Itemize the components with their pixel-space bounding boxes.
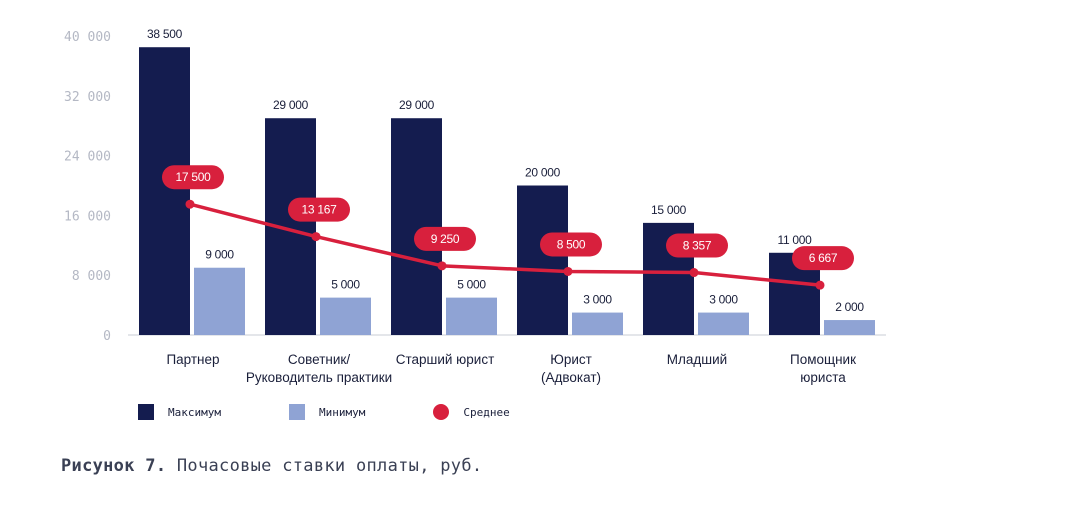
legend-label-max: Максимум — [168, 405, 221, 419]
value-label-max: 38 500 — [147, 27, 183, 41]
category-label-line: Руководитель практики — [246, 370, 392, 385]
value-label-max: 15 000 — [651, 203, 687, 217]
chart-legend: Максимум Минимум Среднее — [138, 404, 578, 420]
category-label: Юрист (Адвокат) — [541, 352, 601, 385]
category-label-line: Младший — [667, 352, 727, 367]
average-point — [311, 232, 321, 242]
legend-label-avg: Среднее — [463, 405, 510, 419]
average-label-pill — [162, 165, 224, 190]
category-label: Советник/Руководитель практики — [246, 352, 392, 385]
average-value-label: 17 500 — [176, 170, 212, 184]
y-tick-label: 24 000 — [64, 150, 111, 165]
value-label-max: 11 000 — [777, 233, 812, 247]
average-point — [689, 268, 699, 278]
rates-chart: 0 8 000 16 000 24 000 32 000 40 000 38 500 9 00… — [64, 27, 886, 385]
value-label-min: 3 000 — [709, 293, 738, 307]
figure-caption: Рисунок 7. Почасовые ставки оплаты, руб. — [61, 456, 482, 476]
caption-text: Почасовые ставки оплаты, руб. — [166, 456, 483, 476]
y-tick-label: 8 000 — [72, 269, 111, 284]
category-label-line: (Адвокат) — [541, 370, 601, 385]
value-label-min: 5 000 — [331, 278, 360, 292]
bar-min — [824, 320, 875, 335]
legend-swatch-max — [138, 404, 154, 420]
value-label-max: 29 000 — [399, 98, 435, 112]
category-label: Младший — [667, 352, 727, 367]
average-point — [437, 261, 447, 271]
category-label-line: Помощник — [790, 352, 856, 367]
bar-max — [139, 47, 190, 336]
bar-min — [698, 312, 749, 335]
average-line — [189, 202, 821, 287]
average-value-label: 6 667 — [809, 251, 838, 265]
bar-max — [391, 118, 442, 335]
category-label-line: Партнер — [166, 352, 219, 367]
value-label-min: 3 000 — [583, 293, 612, 307]
legend-swatch-min — [288, 404, 305, 420]
bar-max — [517, 185, 568, 335]
bar-min — [446, 297, 497, 335]
average-value-label: 8 357 — [683, 239, 712, 253]
y-tick-label: 32 000 — [64, 90, 111, 105]
category-label-line: Старший юрист — [396, 352, 495, 367]
value-label-min: 5 000 — [457, 278, 486, 292]
legend-dot-avg — [433, 404, 450, 420]
value-label-max: 20 000 — [525, 166, 561, 180]
average-label-pill — [288, 197, 350, 222]
legend-item-max: Максимум — [138, 404, 221, 420]
category-label-line: юриста — [800, 370, 846, 385]
bar-min — [320, 297, 371, 335]
bar-min — [572, 312, 623, 335]
average-label-pill — [540, 232, 602, 257]
legend-item-avg: Среднее — [433, 404, 510, 420]
category-label-line: Советник/ — [288, 352, 350, 367]
average-label-pill — [666, 233, 728, 258]
category-label: Старший юрист — [396, 352, 495, 367]
category-label: Помощник юриста — [790, 352, 856, 385]
y-tick-label: 0 — [103, 329, 111, 344]
legend-item-min: Минимум — [288, 404, 366, 420]
average-point — [815, 280, 825, 290]
average-value-label: 9 250 — [431, 232, 460, 246]
average-label-pill — [792, 246, 854, 271]
category-label: Партнер — [166, 352, 219, 367]
value-label-min: 2 000 — [835, 300, 864, 314]
average-label-pill — [414, 226, 476, 251]
legend-label-min: Минимум — [318, 405, 366, 419]
category-label-line: Юрист — [550, 352, 592, 367]
value-label-max: 29 000 — [273, 98, 309, 112]
average-value-label: 8 500 — [557, 237, 586, 251]
y-tick-label: 40 000 — [64, 30, 111, 45]
average-point — [185, 199, 195, 209]
caption-number: Рисунок 7. — [61, 456, 167, 476]
bar-min — [194, 267, 245, 335]
y-tick-label: 16 000 — [64, 209, 111, 224]
average-value-label: 13 167 — [302, 203, 338, 217]
average-point — [563, 266, 573, 276]
value-label-min: 9 000 — [205, 248, 234, 262]
